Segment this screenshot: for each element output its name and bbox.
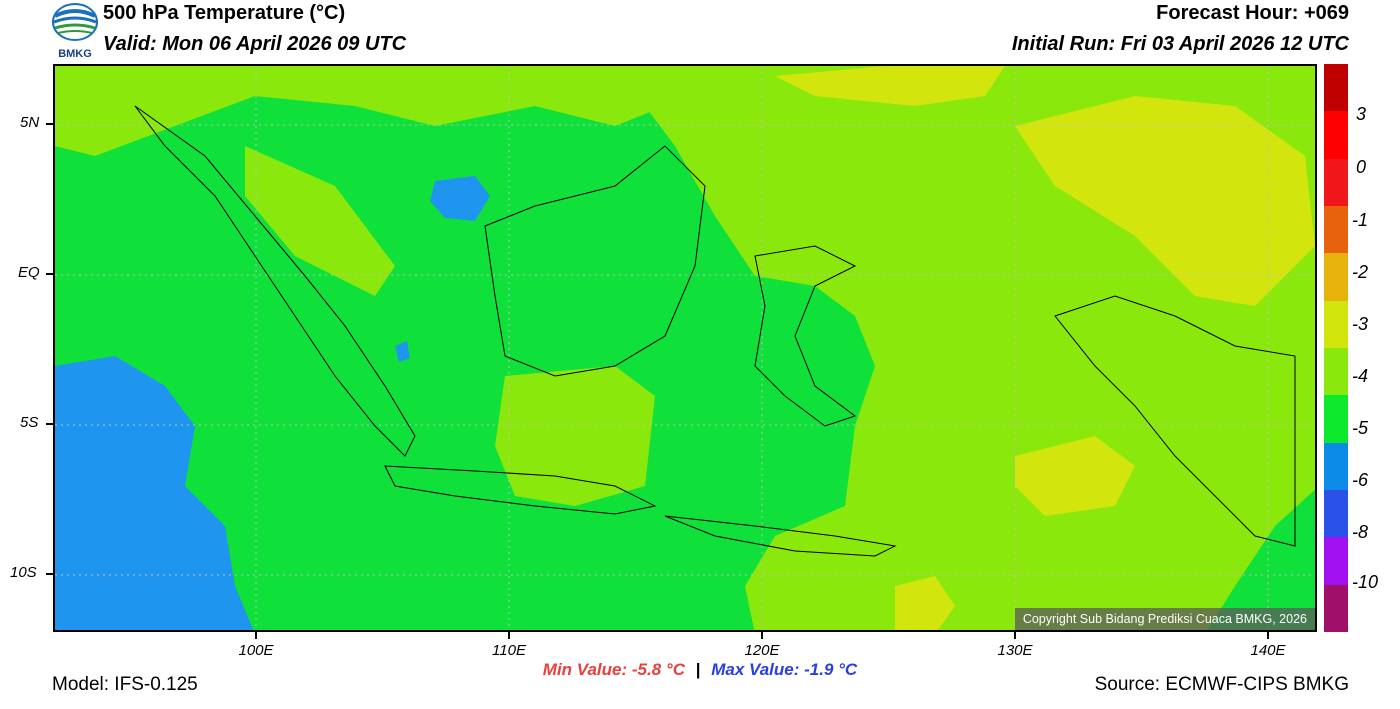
coastline-kalimantan [484, 145, 706, 377]
colorbar-label: 3 [1356, 104, 1367, 124]
colorbar-segment [1324, 348, 1348, 396]
colorbar-segment [1324, 64, 1348, 112]
colorbar-segment [1324, 158, 1348, 207]
copyright-notice: Copyright Sub Bidang Prediksi Cuaca BMKG… [1014, 608, 1315, 630]
colorbar-segment [1324, 537, 1348, 586]
shading-band-yellow [1015, 96, 1315, 306]
lat-label-5s: 5S [20, 414, 39, 431]
colorbar-label: -1 [1352, 210, 1369, 230]
min-max-summary: Min Value: -5.8 °C | Max Value: -1.9 °C [0, 660, 1400, 680]
lon-tick [255, 632, 257, 639]
lon-label-140e: 140E [1250, 642, 1286, 659]
coastline-sulawesi [754, 245, 857, 427]
lon-label-110e: 110E [492, 642, 526, 659]
colorbar-segment [1324, 395, 1348, 444]
valid-time: Valid: Mon 06 April 2026 09 UTC [103, 33, 407, 55]
forecast-hour: Forecast Hour: +069 [1156, 2, 1349, 24]
shading-band-light-green [55, 66, 675, 156]
temperature-map: Copyright Sub Bidang Prediksi Cuaca BMKG… [53, 64, 1317, 632]
colorbar-segment [1324, 584, 1348, 633]
shading-band-light-green [495, 366, 655, 506]
lat-tick [46, 423, 53, 425]
lon-tick [761, 632, 763, 639]
shading-band-yellow [775, 66, 1005, 106]
map-canvas [55, 66, 1315, 630]
lon-tick [508, 632, 510, 639]
lat-tick [46, 123, 53, 125]
lat-tick [46, 273, 53, 275]
map-gridlines [55, 66, 1315, 630]
shading-band-yellow [895, 576, 955, 630]
coastline-nusa-tenggara [664, 515, 897, 557]
colorbar-label: -3 [1352, 314, 1369, 334]
lon-label-100e: 100E [238, 642, 274, 659]
colorbar-segment [1324, 206, 1348, 254]
bmkg-logo: BMKG [52, 2, 98, 60]
stats-separator: | [695, 660, 701, 679]
colorbar-segment [1324, 442, 1348, 491]
coastline-java [384, 465, 657, 515]
lon-tick [1014, 632, 1016, 639]
colorbar-label: -4 [1352, 366, 1369, 386]
colorbar-label: -10 [1352, 572, 1379, 592]
lon-label-120e: 120E [744, 642, 780, 659]
colorbar-segment [1324, 300, 1348, 349]
lon-label-130e: 130E [997, 642, 1033, 659]
lat-label-10s: 10S [10, 564, 37, 581]
model-label: Model: IFS-0.125 [52, 674, 198, 695]
colorbar [1324, 64, 1348, 633]
shading-band-blue [430, 176, 490, 221]
lat-label-eq: EQ [18, 264, 40, 281]
colorbar-segment [1324, 253, 1348, 302]
lat-tick [46, 573, 53, 575]
lat-label-5n: 5N [20, 114, 40, 131]
colorbar-label: -5 [1352, 418, 1369, 438]
map-title: 500 hPa Temperature (°C) [103, 2, 346, 24]
lon-tick [1267, 632, 1269, 639]
min-value: Min Value: -5.8 °C [542, 660, 685, 679]
max-value: Max Value: -1.9 °C [711, 660, 858, 679]
colorbar-label: -6 [1352, 470, 1369, 490]
colorbar-segment [1324, 111, 1348, 160]
initial-run: Initial Run: Fri 03 April 2026 12 UTC [1011, 33, 1349, 55]
svg-text:BMKG: BMKG [58, 48, 92, 60]
shading-band-yellow [1015, 436, 1135, 516]
coastlines [134, 105, 1296, 557]
colorbar-label: 0 [1356, 157, 1367, 177]
shading-band-light-green [245, 146, 395, 296]
colorbar-label: -8 [1352, 522, 1369, 542]
shading-band-blue [395, 341, 410, 362]
coastline-papua [1054, 295, 1296, 547]
source-label: Source: ECMWF-CIPS BMKG [1094, 674, 1349, 695]
colorbar-segment [1324, 490, 1348, 538]
coastline-sumatra [134, 105, 416, 457]
colorbar-label: -2 [1352, 262, 1369, 282]
